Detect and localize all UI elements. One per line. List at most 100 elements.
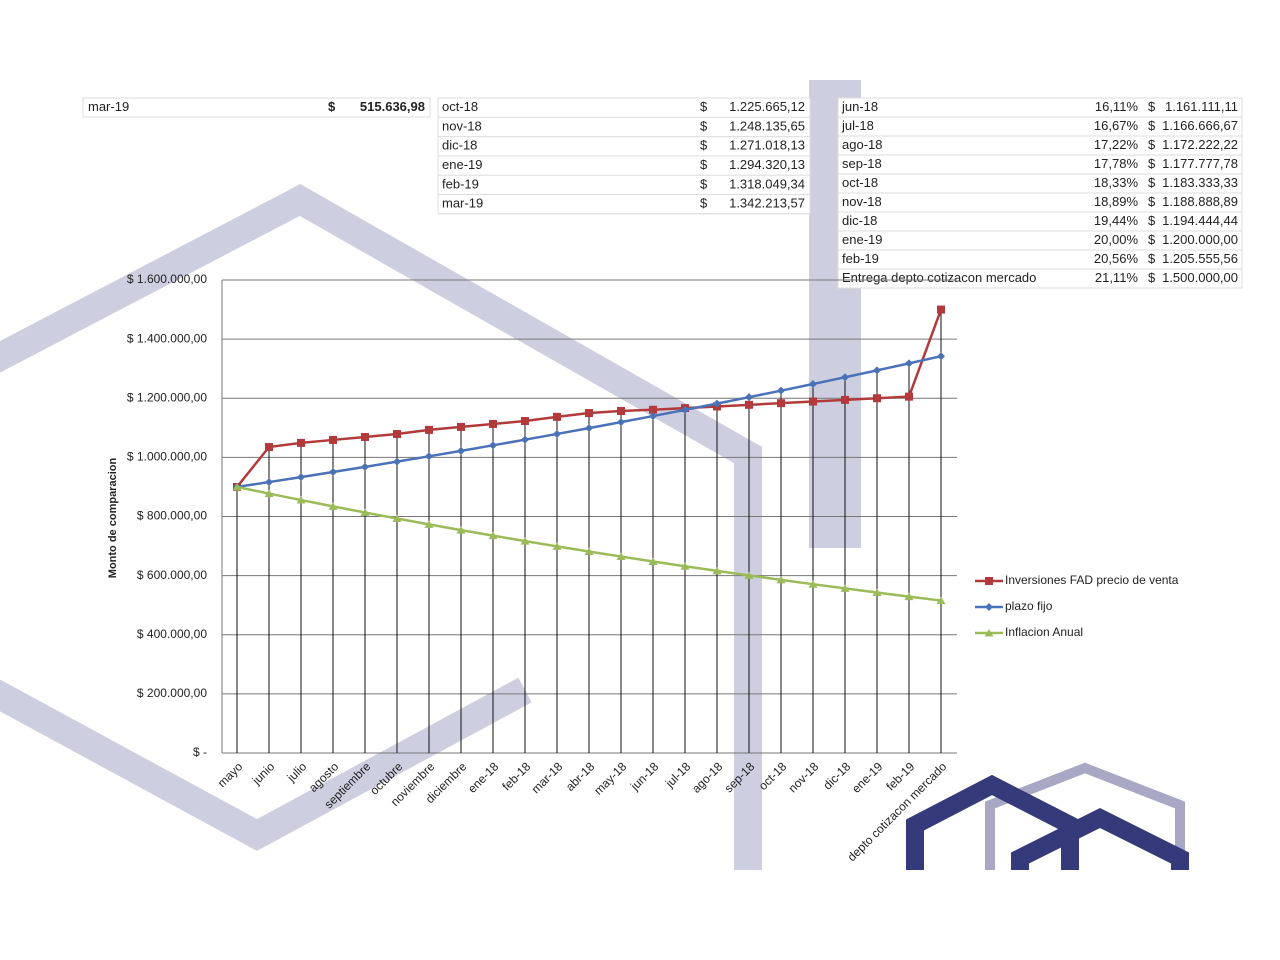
marker <box>808 580 818 588</box>
marker <box>264 489 274 498</box>
legend-label: Inversiones FAD precio de venta <box>1005 573 1179 587</box>
marker <box>777 399 785 408</box>
marker <box>488 531 498 540</box>
table-cell: sep-18 <box>842 156 882 171</box>
table-cell: 1.318.049,34 <box>729 176 805 191</box>
marker <box>840 584 850 592</box>
table-cell: 1.177.777,78 <box>1162 156 1238 171</box>
y-tick-label: $ 1.000.000,00 <box>127 450 207 464</box>
marker <box>553 429 561 438</box>
y-tick-label: $ - <box>193 745 207 759</box>
table-cell: Entrega depto cotizacon mercado <box>842 270 1036 285</box>
table-cell: $ <box>1148 99 1156 114</box>
table-cell: mar-19 <box>442 196 483 211</box>
marker <box>361 462 369 471</box>
table-cell: $ <box>700 118 708 133</box>
marker <box>713 399 721 408</box>
marker <box>617 418 625 427</box>
marker <box>712 566 722 575</box>
x-tick-label: mar-18 <box>529 759 566 796</box>
table-cell: $ <box>700 99 708 114</box>
table-cell: 1.194.444,44 <box>1162 213 1238 228</box>
table-cell: $ <box>1148 156 1156 171</box>
y-tick-label: $ 200.000,00 <box>137 686 207 700</box>
marker <box>329 435 337 444</box>
x-tick-label: julio <box>284 759 310 785</box>
marker <box>521 417 529 426</box>
marker <box>489 419 497 428</box>
y-tick-label: $ 600.000,00 <box>137 568 207 582</box>
table-cell: $ <box>1148 118 1156 133</box>
table-cell: mar-19 <box>88 99 129 114</box>
marker <box>456 526 466 534</box>
marker <box>776 575 786 584</box>
marker <box>232 482 242 491</box>
marker <box>265 443 273 452</box>
marker <box>360 508 370 517</box>
legend-marker <box>984 629 994 637</box>
y-tick-label: $ 1.200.000,00 <box>127 390 207 404</box>
marker <box>649 412 657 421</box>
table-cell: 1.166.666,67 <box>1162 118 1238 133</box>
table-cell: oct-18 <box>842 175 878 190</box>
table-cell: 1.205.555,56 <box>1162 251 1238 266</box>
marker <box>777 386 785 395</box>
table-cell: nov-18 <box>842 194 882 209</box>
background-decoration <box>0 80 1189 870</box>
table-cell: ene-19 <box>842 232 882 247</box>
y-tick-label: $ 1.400.000,00 <box>127 331 207 345</box>
table-cell: 19,44% <box>1094 213 1139 228</box>
table-cell: $ <box>700 157 708 172</box>
marker <box>648 557 658 565</box>
hexagon-stripe <box>0 677 532 851</box>
table-cell: jul-18 <box>841 118 874 133</box>
marker <box>841 395 849 404</box>
table-cell: 1.183.333,33 <box>1162 175 1238 190</box>
x-tick-label: ene-18 <box>465 759 502 796</box>
marker <box>489 441 497 450</box>
x-tick-label: mayo <box>215 759 246 790</box>
x-tick-label: may-18 <box>591 759 629 797</box>
table-cell: $ <box>1148 213 1156 228</box>
table-cell: dic-18 <box>842 213 877 228</box>
y-tick-label: $ 1.600.000,00 <box>127 272 207 286</box>
hexagon <box>985 762 1185 870</box>
table-cell: 18,33% <box>1094 175 1139 190</box>
tables: mar-19 $515.636,98 oct-18 $1.225.665,12 nov-… <box>82 97 1243 289</box>
x-tick-label: jun-18 <box>627 759 661 793</box>
marker <box>296 496 306 504</box>
table-cell: $ <box>1148 175 1156 190</box>
table-cell: 16,11% <box>1095 99 1139 114</box>
table-cell: feb-19 <box>442 176 479 191</box>
marker <box>297 473 305 482</box>
table-cell: 17,22% <box>1094 137 1139 152</box>
marker <box>809 380 817 389</box>
marker <box>905 359 913 368</box>
chart: Monto de comparacion $ - $ 200.000,00 $ 40… <box>107 272 1179 864</box>
table-cell: ene-19 <box>442 157 482 172</box>
x-tick-label: dic-18 <box>820 759 853 792</box>
marker <box>392 514 402 523</box>
table-cell: $ <box>328 99 336 114</box>
marker <box>744 571 754 579</box>
table-cell: 20,56% <box>1094 251 1139 266</box>
marker <box>872 588 882 597</box>
marker <box>937 352 945 361</box>
marker <box>936 596 946 605</box>
marker <box>361 432 369 441</box>
hexagon <box>1011 807 1189 870</box>
table-cell: $ <box>1148 251 1156 266</box>
table-cell: 1.161.111,11 <box>1165 99 1238 114</box>
marker <box>328 502 338 510</box>
table-cell: 1.188.888,89 <box>1162 194 1238 209</box>
table-cell: 1.271.018,13 <box>729 138 805 153</box>
y-axis-title: Monto de comparacion <box>107 458 119 579</box>
x-tick-label: ene-19 <box>849 759 886 796</box>
table-cell: 1.225.665,12 <box>729 99 805 114</box>
table-cell: 1.342.213,57 <box>729 196 805 211</box>
marker <box>553 412 561 421</box>
table-cell: 1.248.135,65 <box>729 118 805 133</box>
marker <box>424 520 434 528</box>
marker <box>841 373 849 382</box>
